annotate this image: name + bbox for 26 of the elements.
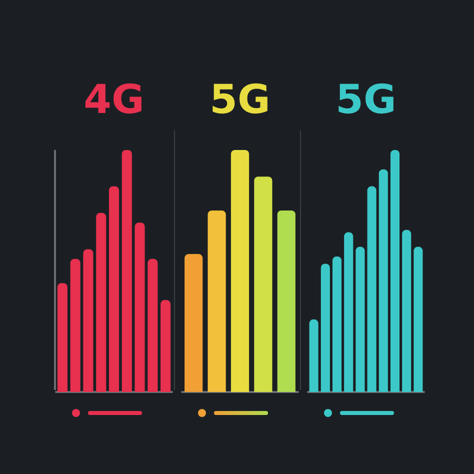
bar (96, 212, 106, 392)
bar (184, 254, 203, 392)
bar (378, 169, 388, 392)
bar (70, 258, 80, 392)
bar (309, 319, 318, 392)
bar (160, 300, 171, 392)
bar (277, 210, 296, 392)
bar (148, 258, 158, 392)
bar (320, 264, 330, 392)
bar (108, 186, 120, 392)
bar (367, 186, 376, 392)
bar (414, 246, 423, 392)
bar (83, 249, 94, 392)
bar (344, 232, 354, 392)
bar (390, 150, 400, 392)
bar (402, 230, 412, 392)
bar (254, 176, 272, 392)
chart-title: 5G (334, 76, 398, 125)
bar (332, 256, 342, 392)
bar (230, 150, 250, 392)
bar (208, 210, 226, 392)
chart-title: 4G (82, 76, 146, 125)
bar (122, 150, 132, 392)
chart-title: 5G (208, 76, 272, 125)
bar (356, 246, 365, 392)
bar (134, 222, 145, 392)
